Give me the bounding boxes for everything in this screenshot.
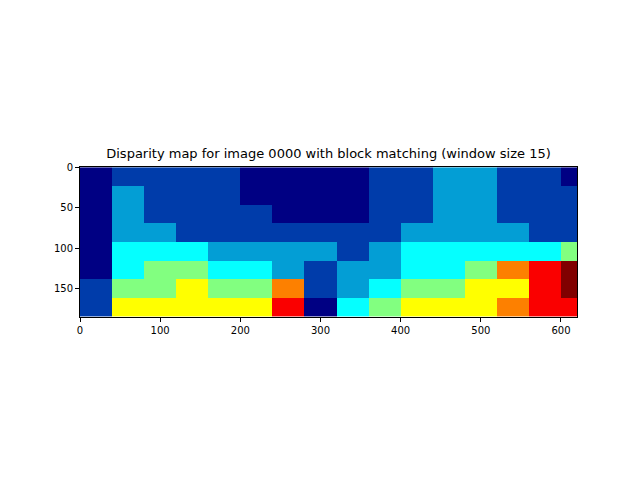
svg-text:Disparity map for image 0000 w: Disparity map for image 0000 with block … bbox=[106, 146, 551, 161]
svg-text:600: 600 bbox=[551, 325, 570, 336]
svg-text:500: 500 bbox=[471, 325, 490, 336]
svg-text:300: 300 bbox=[311, 325, 330, 336]
svg-text:100: 100 bbox=[54, 243, 73, 254]
svg-text:400: 400 bbox=[391, 325, 410, 336]
svg-text:0: 0 bbox=[67, 162, 73, 173]
svg-text:50: 50 bbox=[60, 202, 73, 213]
svg-text:200: 200 bbox=[231, 325, 250, 336]
svg-text:0: 0 bbox=[77, 325, 83, 336]
svg-text:100: 100 bbox=[151, 325, 170, 336]
svg-text:150: 150 bbox=[54, 283, 73, 294]
